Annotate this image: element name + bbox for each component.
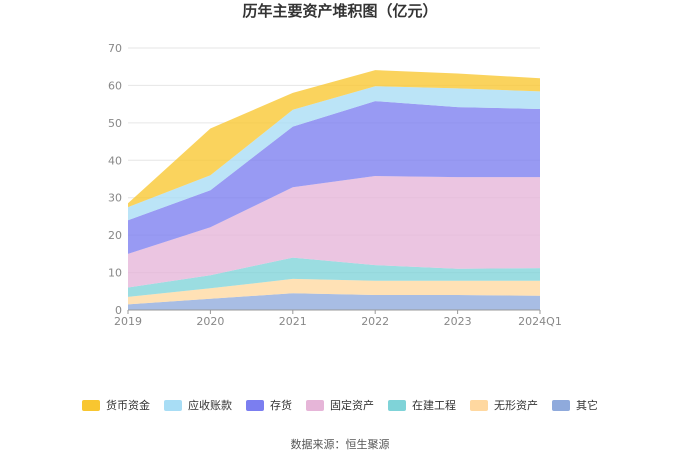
y-tick-label: 0 (115, 304, 122, 317)
chart-title: 历年主要资产堆积图（亿元） (242, 2, 437, 20)
legend-item[interactable]: 在建工程 (388, 398, 456, 412)
legend-item[interactable]: 货币资金 (82, 398, 150, 412)
x-tick-label: 2024Q1 (518, 315, 562, 328)
legend-label: 固定资产 (330, 398, 374, 412)
x-tick-label: 2023 (444, 315, 472, 328)
data-source-note: 数据来源：恒生聚源 (291, 437, 390, 451)
legend-label: 其它 (576, 398, 598, 412)
legend-swatch (164, 400, 182, 411)
axis-layer: 0 10 20 30 40 50 60 70 2019 2020 2021 2022 2023 2024Q… (108, 42, 562, 328)
y-tick-label: 60 (108, 79, 122, 92)
y-tick-label: 50 (108, 117, 122, 130)
x-tick-label: 2019 (114, 315, 142, 328)
area-layer (128, 70, 540, 310)
legend-item[interactable]: 其它 (552, 398, 598, 412)
y-tick-label: 70 (108, 42, 122, 55)
legend-label: 货币资金 (106, 398, 150, 412)
area-series-6 (128, 70, 540, 208)
area-series-1 (128, 278, 540, 305)
legend[interactable]: 货币资金 应收账款 存货 固定资产 在建工程 无形资产 其它 (82, 398, 598, 412)
legend-label: 应收账款 (188, 398, 232, 412)
legend-swatch (82, 400, 100, 411)
area-series-5 (128, 86, 540, 221)
legend-item[interactable]: 固定资产 (306, 398, 374, 412)
y-tick-label: 10 (108, 267, 122, 280)
legend-swatch (246, 400, 264, 411)
legend-item[interactable]: 无形资产 (470, 398, 538, 412)
legend-swatch (306, 400, 324, 411)
y-tick-label: 30 (108, 192, 122, 205)
area-series-0 (128, 293, 540, 310)
legend-label: 存货 (270, 398, 292, 412)
area-series-4 (128, 101, 540, 254)
area-series-2 (128, 257, 540, 297)
legend-item[interactable]: 存货 (246, 398, 292, 412)
legend-swatch (388, 400, 406, 411)
y-tick-label: 20 (108, 229, 122, 242)
legend-swatch (470, 400, 488, 411)
legend-label: 无形资产 (494, 398, 538, 412)
x-tick-label: 2021 (279, 315, 307, 328)
area-series-3 (128, 176, 540, 288)
y-tick-label: 40 (108, 154, 122, 167)
legend-swatch (552, 400, 570, 411)
legend-label: 在建工程 (412, 398, 456, 412)
legend-item[interactable]: 应收账款 (164, 398, 232, 412)
x-tick-label: 2022 (361, 315, 389, 328)
x-tick-label: 2020 (196, 315, 224, 328)
